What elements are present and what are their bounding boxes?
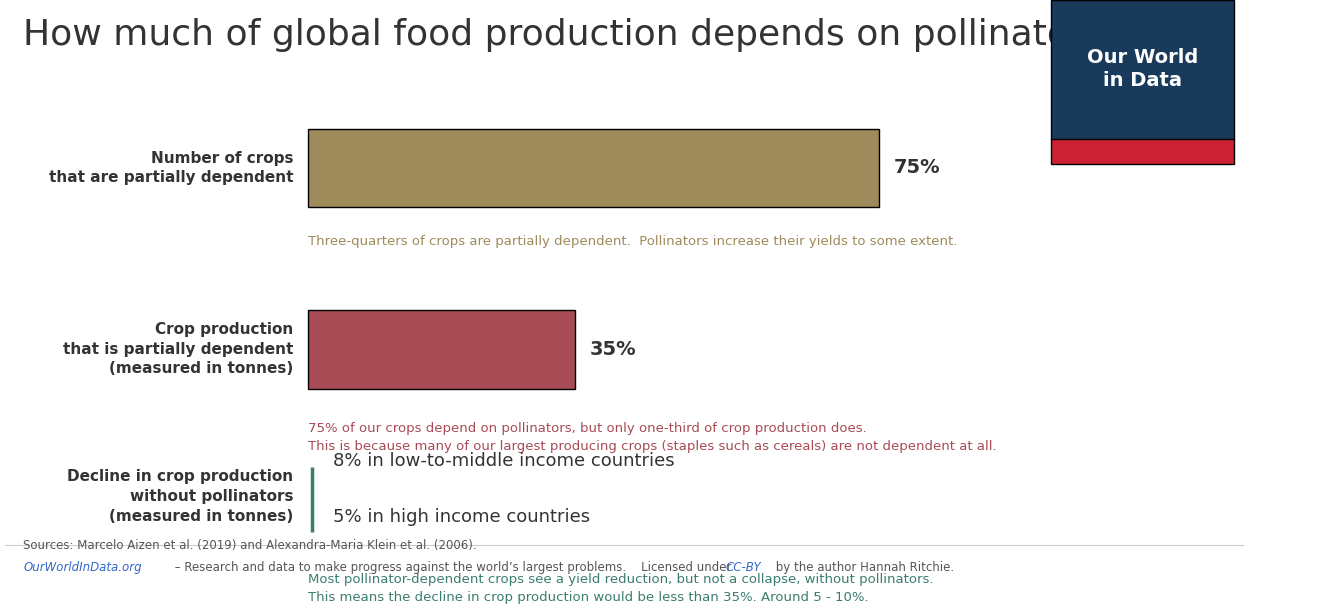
Text: Number of crops
that are partially dependent: Number of crops that are partially depen… [49,151,293,185]
Text: Our World
in Data: Our World in Data [1088,48,1198,90]
Text: Decline in crop production
without pollinators
(measured in tonnes): Decline in crop production without polli… [68,470,293,524]
Text: Crop production
that is partially dependent
(measured in tonnes): Crop production that is partially depend… [62,322,293,376]
Text: by the author Hannah Ritchie.: by the author Hannah Ritchie. [773,561,955,574]
FancyBboxPatch shape [308,128,879,207]
Text: How much of global food production depends on pollinators?: How much of global food production depen… [24,18,1122,52]
Text: Sources: Marcelo Aizen et al. (2019) and Alexandra-Maria Klein et al. (2006).: Sources: Marcelo Aizen et al. (2019) and… [24,539,477,552]
Text: 8% in low-to-middle income countries: 8% in low-to-middle income countries [333,453,675,470]
Text: 75%: 75% [894,159,940,178]
Text: Most pollinator-dependent crops see a yield reduction, but not a collapse, witho: Most pollinator-dependent crops see a yi… [308,573,934,604]
FancyBboxPatch shape [308,310,575,388]
Text: 5% in high income countries: 5% in high income countries [333,508,590,526]
Text: Three-quarters of crops are partially dependent.  Pollinators increase their yie: Three-quarters of crops are partially de… [308,236,957,248]
Text: – Research and data to make progress against the world’s largest problems.    Li: – Research and data to make progress aga… [170,561,734,574]
Text: 75% of our crops depend on pollinators, but only one-third of crop production do: 75% of our crops depend on pollinators, … [308,422,997,453]
Text: CC-BY: CC-BY [725,561,761,574]
Text: 35%: 35% [590,339,636,359]
FancyBboxPatch shape [1050,139,1234,164]
Text: OurWorldInData.org: OurWorldInData.org [24,561,142,574]
FancyBboxPatch shape [1050,0,1234,140]
